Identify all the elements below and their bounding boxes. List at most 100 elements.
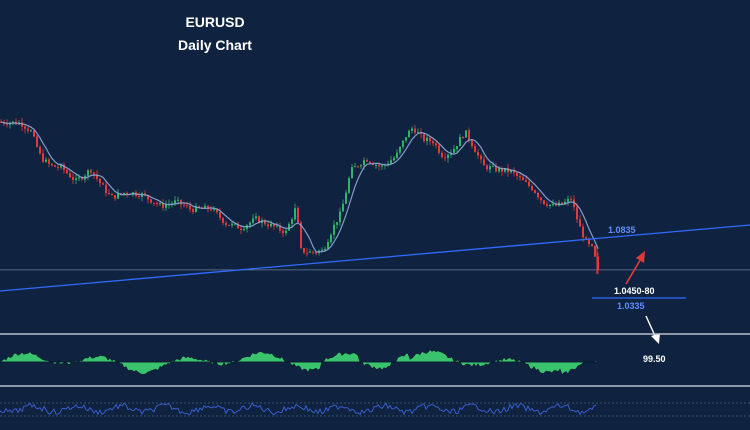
candle-body: [528, 181, 530, 187]
candle-body: [36, 136, 38, 147]
candle-body: [123, 192, 125, 194]
candle-body: [27, 128, 29, 131]
candle-body: [126, 192, 128, 194]
candle-body: [597, 256, 599, 270]
candle-body: [570, 198, 572, 200]
candle-body: [396, 152, 398, 158]
candle-body: [447, 154, 449, 159]
candle-body: [213, 208, 215, 210]
candle-body: [390, 160, 392, 164]
candle-body: [510, 169, 512, 173]
candle-body: [63, 164, 65, 171]
candle-body: [498, 168, 500, 172]
candle-body: [225, 222, 227, 225]
chart-title: EURUSD: [185, 14, 245, 30]
candle-body: [399, 146, 401, 153]
trendline: [0, 224, 750, 292]
candle-body: [165, 204, 167, 208]
candle-body: [312, 251, 314, 253]
candle-body: [477, 152, 479, 156]
candle-body: [576, 207, 578, 220]
candle-body: [300, 222, 302, 249]
candle-body: [405, 137, 407, 141]
candle-body: [204, 205, 206, 209]
candle-body: [294, 208, 296, 220]
candle-body: [534, 190, 536, 193]
candle-body: [588, 238, 590, 244]
candle-body: [102, 183, 104, 185]
trendline-level-label: 1.0835: [608, 225, 636, 235]
candle-body: [345, 192, 347, 204]
candle-body: [357, 166, 359, 168]
candle-body: [12, 121, 14, 123]
candle-body: [216, 208, 218, 213]
candle-body: [441, 152, 443, 158]
candle-body: [378, 164, 380, 167]
candle-body: [333, 224, 335, 235]
candle-body: [192, 209, 194, 212]
support-level-label: 1.0335: [617, 301, 645, 311]
candle-body: [492, 165, 494, 167]
candle-body: [282, 230, 284, 234]
candle-body: [393, 157, 395, 161]
candle-body: [495, 165, 497, 172]
candle-body: [291, 219, 293, 224]
candle-body: [105, 184, 107, 194]
candle-body: [153, 202, 155, 204]
candle-body: [486, 165, 488, 170]
candle-body: [543, 200, 545, 205]
candle-body: [375, 164, 377, 166]
candle-body: [402, 140, 404, 147]
candle-body: [273, 223, 275, 227]
candle-body: [474, 146, 476, 153]
candle-body: [177, 199, 179, 201]
candle-body: [459, 137, 461, 147]
candle-body: [252, 218, 254, 223]
candle-body: [237, 223, 239, 229]
candle-body: [96, 174, 98, 179]
candle-body: [279, 225, 281, 231]
candle-body: [462, 137, 464, 139]
candle-body: [45, 159, 47, 162]
candle-body: [264, 220, 266, 225]
candle-body: [99, 178, 101, 184]
candle-body: [519, 176, 521, 178]
candle-body: [267, 224, 269, 227]
candle-body: [57, 166, 59, 168]
candle-body: [456, 146, 458, 150]
candle-body: [51, 163, 53, 166]
candle-body: [195, 206, 197, 212]
candle-body: [285, 230, 287, 234]
candle-body: [234, 223, 236, 225]
candle-body: [525, 180, 527, 182]
moving-average-line: [0, 121, 599, 253]
candle-body: [72, 177, 74, 180]
candle-body: [339, 211, 341, 223]
candle-body: [537, 192, 539, 198]
candle-body: [189, 205, 191, 210]
candle-body: [360, 165, 362, 167]
candle-body: [579, 219, 581, 227]
candle-body: [411, 128, 413, 131]
target-level-label: 1.0450-80: [614, 286, 655, 296]
candle-body: [21, 122, 23, 127]
candle-body: [369, 161, 371, 164]
candle-body: [120, 192, 122, 194]
candle-body: [150, 199, 152, 203]
candle-body: [432, 141, 434, 144]
candle-body: [270, 223, 272, 227]
candle-body: [258, 216, 260, 223]
candle-body: [531, 186, 533, 191]
candle-body: [465, 130, 467, 138]
candle-body: [114, 195, 116, 199]
candle-body: [330, 234, 332, 243]
candle-body: [111, 193, 113, 196]
candle-body: [93, 172, 95, 175]
candle-body: [513, 169, 515, 173]
candle-body: [321, 249, 323, 251]
candle-body: [417, 132, 419, 134]
candle-body: [240, 228, 242, 230]
chart-subtitle: Daily Chart: [178, 37, 252, 53]
candle-body: [348, 178, 350, 193]
